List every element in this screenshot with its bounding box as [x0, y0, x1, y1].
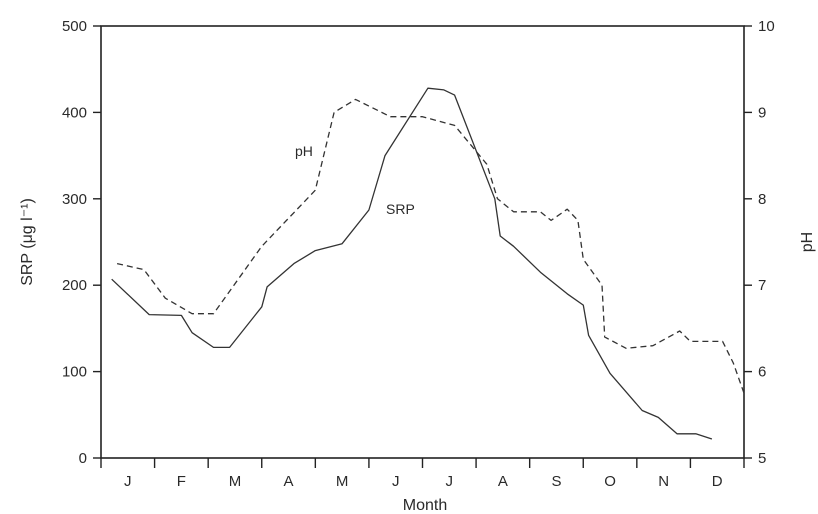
srp-series-line: [111, 87, 713, 440]
ph-series-line: [116, 98, 745, 394]
x-tick-label: A: [498, 473, 508, 490]
y-right-tick-label: 5: [758, 450, 766, 467]
y-left-tick-label: 0: [79, 450, 87, 467]
y-left-tick-label: 200: [62, 277, 87, 294]
series-layer: [111, 87, 745, 440]
x-tick-label: F: [177, 473, 186, 490]
x-tick-label: J: [392, 473, 400, 490]
y-left-axis-ticks: 0 100 200 300 400 500: [62, 18, 101, 467]
y-right-tick-label: 9: [758, 104, 766, 121]
x-tick-label: D: [712, 473, 723, 490]
x-tick-label: M: [336, 473, 349, 490]
x-axis-title: Month: [403, 497, 447, 514]
x-tick-label: S: [551, 473, 561, 490]
y-right-tick-label: 6: [758, 364, 766, 381]
x-tick-label: M: [229, 473, 242, 490]
y-left-tick-label: 100: [62, 364, 87, 381]
x-tick-label: J: [446, 473, 454, 490]
y-right-tick-label: 7: [758, 277, 766, 294]
y-left-axis-title: SRP (μg l⁻¹): [19, 198, 36, 286]
x-tick-label: J: [124, 473, 132, 490]
ph-series-label: pH: [295, 143, 313, 159]
y-left-tick-label: 500: [62, 18, 87, 35]
y-right-axis-title: pH: [799, 232, 816, 252]
srp-series-label: SRP: [386, 201, 415, 217]
y-left-tick-label: 300: [62, 191, 87, 208]
x-tick-label: N: [658, 473, 669, 490]
y-right-tick-label: 8: [758, 191, 766, 208]
y-right-tick-label: 10: [758, 18, 775, 35]
x-tick-label: O: [604, 473, 616, 490]
y-right-axis-ticks: 5 6 7 8 9 10: [744, 18, 775, 467]
plot-frame: [100, 25, 745, 459]
x-tick-label: A: [284, 473, 294, 490]
y-left-tick-label: 400: [62, 104, 87, 121]
